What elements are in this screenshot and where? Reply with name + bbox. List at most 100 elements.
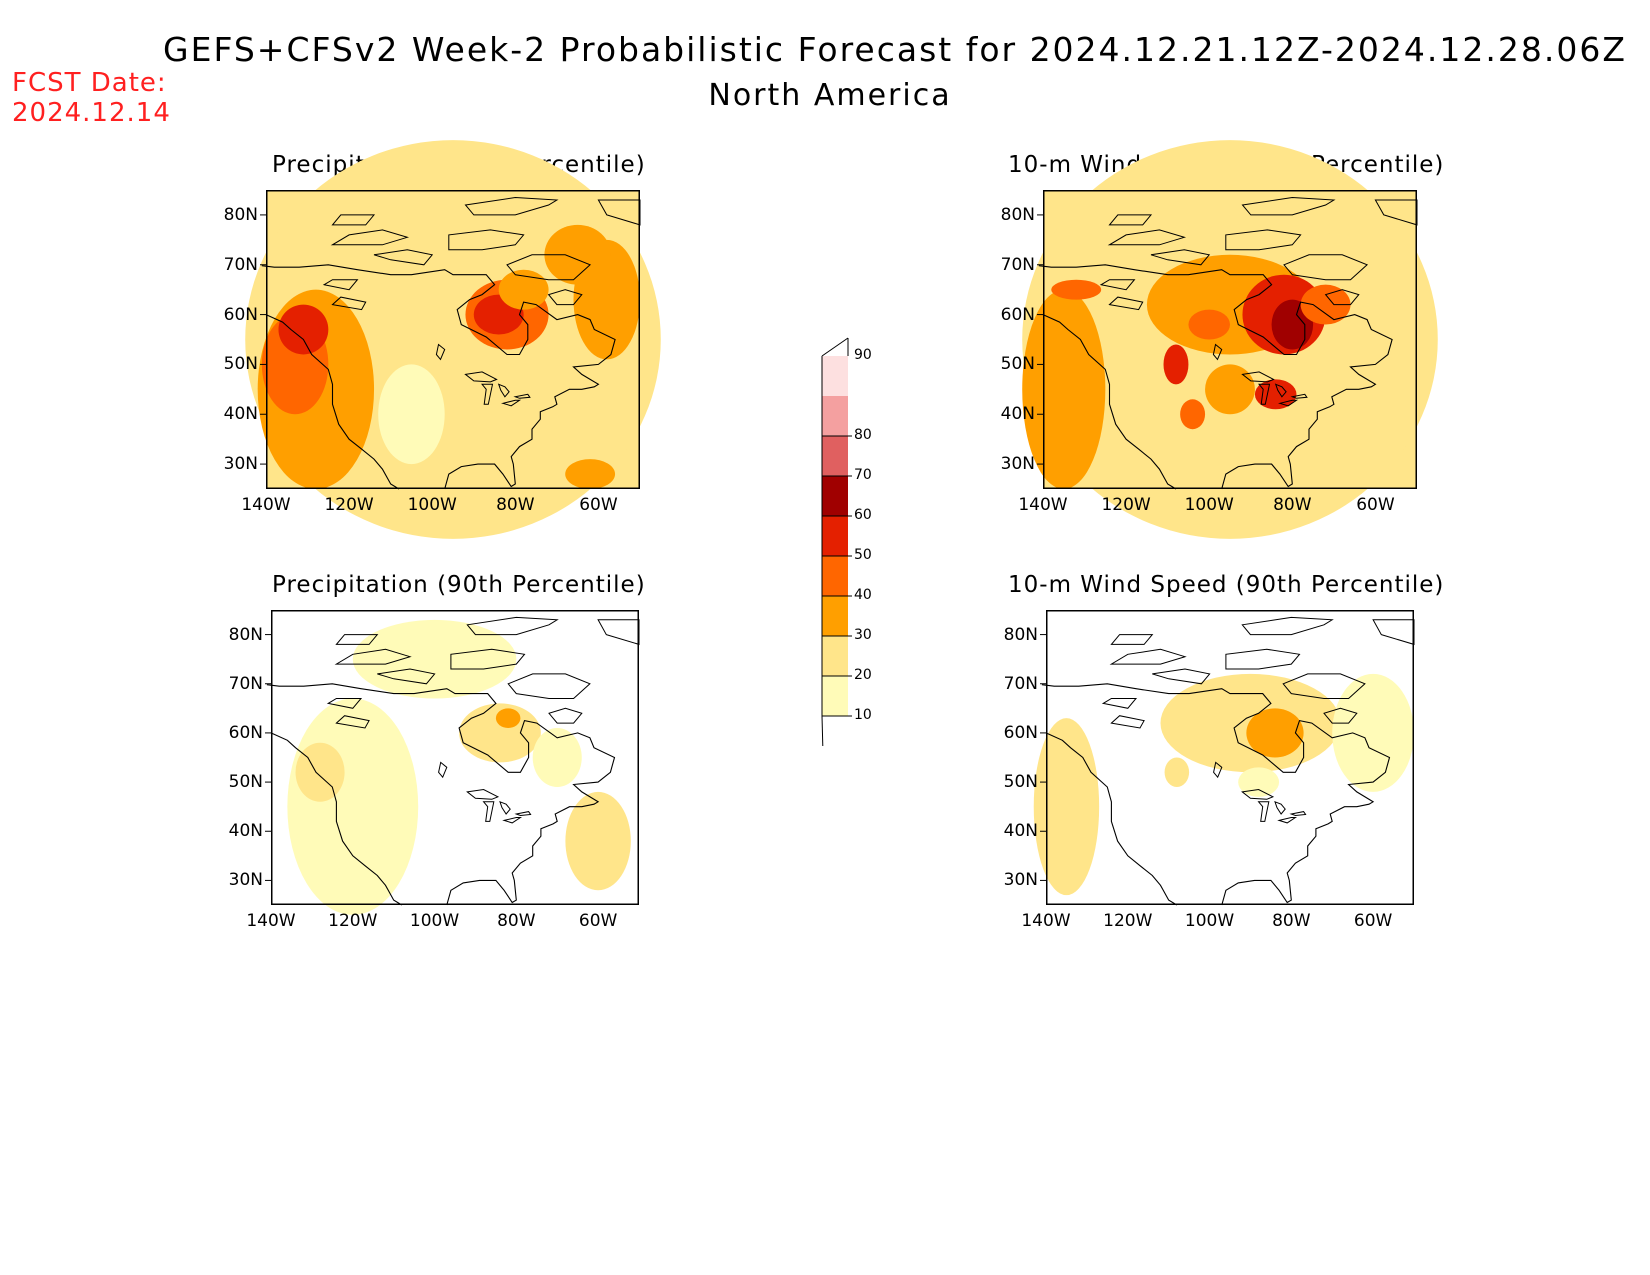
island-outline xyxy=(1225,229,1302,251)
field-region xyxy=(278,304,329,355)
field-region xyxy=(1033,718,1100,896)
lake-outline xyxy=(331,296,367,311)
map-frame xyxy=(271,610,639,905)
field-region xyxy=(495,708,521,728)
lon-tick-label: 140W xyxy=(1018,495,1068,515)
map-frame xyxy=(1043,190,1417,489)
island-outline xyxy=(506,254,592,281)
lake-outline xyxy=(1241,371,1275,383)
coastline-east xyxy=(266,683,616,906)
lat-tick-label: 50N xyxy=(1003,772,1038,793)
panel-title: Precipitation (90th Percentile) xyxy=(272,572,646,598)
field-region xyxy=(1300,284,1351,325)
field-region xyxy=(544,224,611,285)
field-region xyxy=(459,703,541,763)
island-outline xyxy=(548,707,583,724)
island-outline xyxy=(1323,707,1358,724)
coastline-west xyxy=(270,732,403,906)
lake-outline xyxy=(335,715,370,729)
lake-outline xyxy=(435,343,446,361)
island-outline xyxy=(1283,254,1369,281)
lake-outline xyxy=(1289,811,1307,817)
lake-outline xyxy=(1274,800,1286,815)
colorbar-tail xyxy=(821,715,824,746)
lake-outline xyxy=(502,817,523,824)
colorbar-label: 60 xyxy=(854,507,872,523)
lake-outline xyxy=(1290,393,1308,399)
field-region xyxy=(532,728,582,787)
coastline-west xyxy=(1042,314,1177,490)
island-outline xyxy=(1241,196,1336,216)
field-region xyxy=(565,791,631,891)
lon-tick-label: 100W xyxy=(407,495,457,515)
colorbar-swatch xyxy=(822,396,848,436)
lat-tick-label: 50N xyxy=(228,772,263,793)
lon-tick-label: 60W xyxy=(1353,911,1393,931)
colorbar-swatch xyxy=(822,356,848,396)
lake-outline xyxy=(497,383,510,398)
colorbar-label: 50 xyxy=(854,547,872,563)
field-region xyxy=(415,399,532,480)
lake-outline xyxy=(481,383,494,405)
lon-tick-label: 140W xyxy=(246,911,296,931)
lat-tick-label: 70N xyxy=(228,673,263,694)
lat-tick-label: 60N xyxy=(1000,304,1035,325)
island-outline xyxy=(1108,214,1153,226)
colorbar-label: 30 xyxy=(854,627,872,643)
coastline-east xyxy=(1038,264,1393,490)
lon-tick-label: 140W xyxy=(241,495,291,515)
lake-outline xyxy=(1213,761,1223,779)
field-region xyxy=(1332,673,1414,792)
lat-tick-label: 60N xyxy=(1003,722,1038,743)
coastline-west xyxy=(265,314,400,490)
lon-tick-label: 120W xyxy=(324,495,374,515)
wind-90-map xyxy=(1033,610,1415,906)
lake-outline xyxy=(482,801,495,822)
lat-tick-label: 80N xyxy=(1000,204,1035,225)
island-outline xyxy=(466,616,559,636)
lake-outline xyxy=(500,399,522,407)
lon-tick-label: 60W xyxy=(578,911,618,931)
forecast-date-label: FCST Date: xyxy=(12,68,167,98)
lake-outline xyxy=(514,811,532,817)
field-region xyxy=(1164,757,1190,787)
field-region xyxy=(287,698,419,915)
lat-tick-label: 30N xyxy=(1003,870,1038,891)
field-region xyxy=(1180,399,1206,430)
colorbar-label: 80 xyxy=(854,427,872,443)
coastline-west xyxy=(1045,732,1178,906)
lake-outline xyxy=(1212,343,1223,361)
lake-outline xyxy=(1277,817,1298,824)
colorbar-swatch xyxy=(822,436,848,476)
lon-tick-label: 120W xyxy=(328,911,378,931)
lat-tick-label: 80N xyxy=(1003,624,1038,645)
panel-title: 10-m Wind Speed (90th Percentile) xyxy=(1008,572,1445,598)
colorbar-swatch xyxy=(822,556,848,596)
island-outline xyxy=(1282,673,1366,699)
island-outline xyxy=(507,673,591,699)
island-outline xyxy=(1225,648,1301,670)
lake-outline xyxy=(513,393,531,399)
lake-outline xyxy=(326,698,363,709)
lat-tick-label: 40N xyxy=(1003,821,1038,842)
island-outline xyxy=(335,634,379,645)
lat-tick-label: 40N xyxy=(223,404,258,425)
lake-outline xyxy=(1241,788,1275,800)
field-region xyxy=(295,742,345,802)
island-outline xyxy=(377,668,436,685)
lat-tick-label: 50N xyxy=(1000,354,1035,375)
field-region xyxy=(1188,309,1230,340)
lat-tick-label: 60N xyxy=(223,304,258,325)
figure-subtitle: North America xyxy=(708,78,952,113)
forecast-date-value: 2024.12.14 xyxy=(12,98,171,128)
colorbar-swatch xyxy=(822,676,848,716)
colorbar-label: 70 xyxy=(854,467,872,483)
colorbar-label: 40 xyxy=(854,587,872,603)
field-region xyxy=(1205,364,1255,415)
lat-tick-label: 70N xyxy=(223,254,258,275)
lake-outline xyxy=(1101,698,1138,709)
lon-tick-label: 60W xyxy=(579,495,618,515)
coastline-east xyxy=(261,264,616,490)
lon-tick-label: 80W xyxy=(1272,911,1311,931)
lat-tick-label: 60N xyxy=(228,722,263,743)
